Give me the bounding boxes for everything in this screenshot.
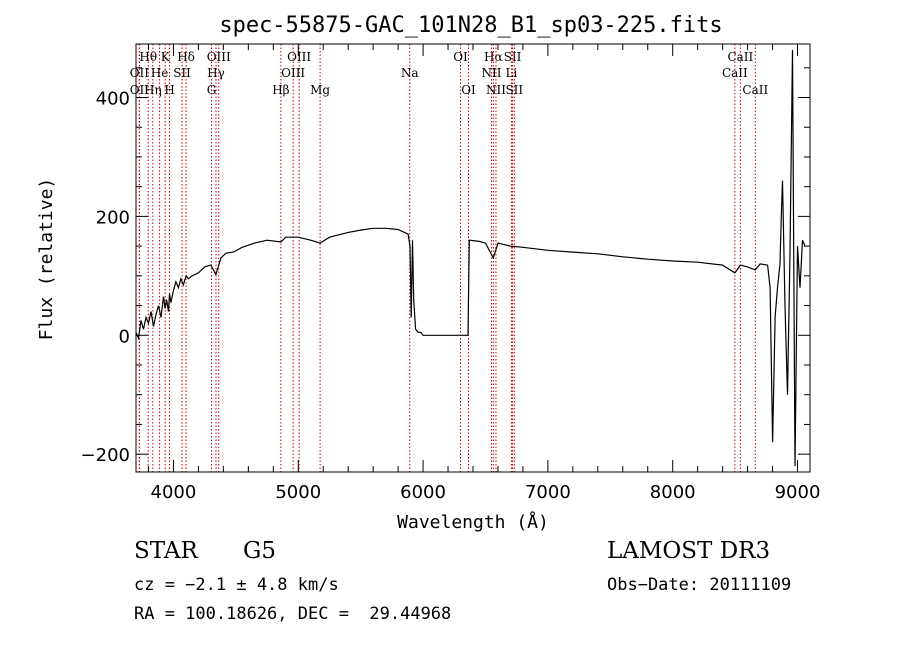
- spectral-line-label: OIII: [207, 50, 231, 64]
- spectral-line-label: OIII: [287, 50, 311, 64]
- spectral-line-label: SII: [505, 83, 523, 97]
- y-axis-label: Flux (relative): [36, 178, 57, 341]
- spectral-line-label: Mg: [310, 83, 330, 97]
- x-tick-label: 6000: [400, 482, 446, 503]
- spectral-line-label: G: [207, 83, 217, 97]
- spectral-line-label: Hδ: [177, 50, 195, 64]
- spectral-line-label: Hθ: [139, 50, 157, 64]
- observation-date: Obs−Date: 20111109: [607, 575, 792, 595]
- y-tick-label: 200: [96, 207, 130, 228]
- chart-title: spec-55875-GAC_101N28_B1_sp03-225.fits: [219, 13, 722, 38]
- y-tick-label: 400: [96, 89, 130, 110]
- spectral-line-label: CaII: [722, 66, 748, 80]
- plot-frame: [135, 43, 811, 473]
- spectral-line-label: OI: [461, 83, 476, 97]
- x-tick-label: 7000: [525, 482, 571, 503]
- spectral-line-label: CaII: [727, 50, 753, 64]
- spectral-line-label: OI: [453, 50, 468, 64]
- spectral-line-label: Hγ: [207, 66, 225, 80]
- x-axis-label: Wavelength (Å): [397, 511, 549, 533]
- spectral-line-label: Li: [506, 66, 518, 80]
- x-tick-label: 9000: [775, 482, 821, 503]
- x-tick-label: 8000: [650, 482, 696, 503]
- object-subclass: G5: [243, 538, 277, 564]
- spectral-line-label: Hα: [484, 50, 503, 64]
- axis-ticks-layer: 4000 5000 6000 7000 8000 9000 −200 0 200 400: [81, 44, 821, 503]
- redshift-velocity: cz = −2.1 ± 4.8 km/s: [134, 575, 339, 595]
- spectral-line-label: He: [151, 66, 169, 80]
- spectral-line-label: SII: [173, 66, 191, 80]
- object-class: STAR: [134, 538, 198, 564]
- spectral-line-label: CaII: [742, 83, 768, 97]
- survey-name: LAMOST DR3: [607, 538, 771, 564]
- spectral-line-label: OII: [130, 83, 150, 97]
- sky-coordinates: RA = 100.18626, DEC = 29.44968: [134, 604, 452, 624]
- spectral-line-label: Na: [401, 66, 419, 80]
- spectral-line-label: H: [164, 83, 174, 97]
- spectral-line-label: Hη: [144, 83, 162, 97]
- spectral-line-label: Hβ: [272, 83, 289, 97]
- spectral-line-label: NII: [486, 83, 506, 97]
- spectral-line-label: OIII: [281, 66, 305, 80]
- spectral-line-label: SII: [504, 50, 522, 64]
- y-tick-label: 0: [119, 326, 130, 347]
- y-tick-label: −200: [81, 445, 130, 466]
- x-tick-label: 4000: [151, 482, 197, 503]
- x-tick-label: 5000: [275, 482, 321, 503]
- spectral-line-label: NII: [481, 66, 501, 80]
- spectrum-chart: spec-55875-GAC_101N28_B1_sp03-225.fits H…: [36, 13, 821, 533]
- spectral-line-label: K: [161, 50, 171, 64]
- spectrum-series-line: [135, 49, 806, 467]
